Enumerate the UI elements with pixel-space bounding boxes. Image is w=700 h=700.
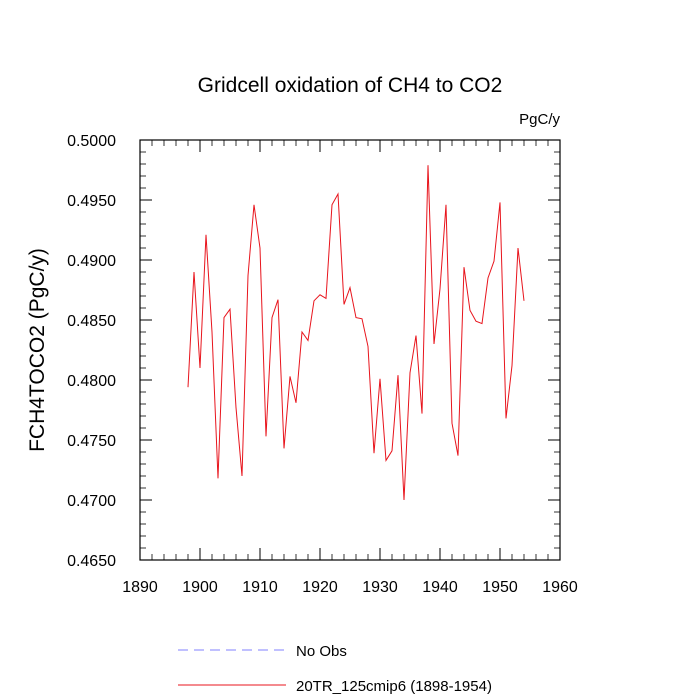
- x-tick-label: 1900: [182, 579, 218, 596]
- y-tick-label: 0.4700: [67, 493, 116, 510]
- x-tick-label: 1930: [362, 579, 398, 596]
- legend-label: 20TR_125cmip6 (1898-1954): [296, 678, 492, 695]
- y-axis-label: FCH4TOCO2 (PgC/y): [26, 248, 49, 452]
- tick-labels: 1890 1900 1910 1920 1930 1940 1950 1960 0.4650 0.…: [67, 133, 578, 596]
- x-tick-label: 1960: [542, 579, 578, 596]
- x-tick-label: 1940: [422, 579, 458, 596]
- legend-label: No Obs: [296, 643, 347, 660]
- units-label: PgC/y: [519, 111, 560, 128]
- series-layer: [187, 165, 525, 501]
- y-tick-label: 0.4800: [67, 373, 116, 390]
- series-line: [187, 165, 525, 501]
- axis-ticks: [139, 139, 561, 561]
- y-tick-label: 0.5000: [67, 133, 116, 150]
- plot-frame: [139, 139, 561, 561]
- y-tick-label: 0.4650: [67, 553, 116, 570]
- legend: No Obs 20TR_125cmip6 (1898-1954): [178, 643, 492, 695]
- x-tick-label: 1950: [482, 579, 518, 596]
- y-tick-label: 0.4850: [67, 313, 116, 330]
- chart-title: Gridcell oxidation of CH4 to CO2: [198, 74, 503, 97]
- x-tick-label: 1890: [122, 579, 158, 596]
- y-tick-label: 0.4950: [67, 193, 116, 210]
- y-tick-label: 0.4900: [67, 253, 116, 270]
- x-tick-label: 1920: [302, 579, 338, 596]
- y-tick-label: 0.4750: [67, 433, 116, 450]
- x-tick-label: 1910: [242, 579, 278, 596]
